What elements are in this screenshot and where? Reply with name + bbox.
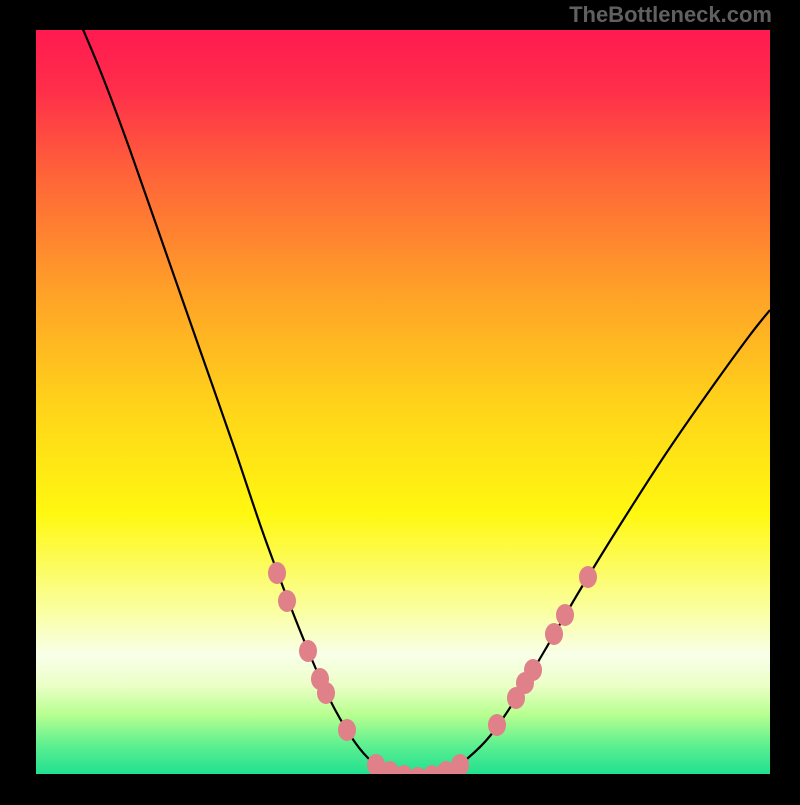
curve-marker [579,566,597,588]
curve-marker [317,682,335,704]
chart-background-gradient [36,30,770,774]
curve-marker [299,640,317,662]
curve-marker [278,590,296,612]
watermark-text: TheBottleneck.com [569,2,772,27]
curve-marker [556,604,574,626]
curve-marker [451,754,469,776]
curve-marker [268,562,286,584]
curve-marker [524,659,542,681]
bottleneck-chart: TheBottleneck.com [0,0,800,800]
curve-marker [545,623,563,645]
curve-marker [488,714,506,736]
curve-marker [338,719,356,741]
